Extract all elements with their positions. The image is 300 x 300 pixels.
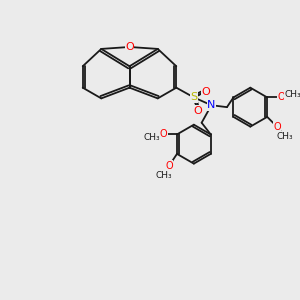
Text: O: O: [165, 160, 173, 171]
Text: CH₃: CH₃: [143, 133, 160, 142]
Text: O: O: [125, 42, 134, 52]
Text: O: O: [273, 122, 281, 132]
Text: O: O: [277, 92, 285, 102]
Text: S: S: [190, 92, 197, 102]
Text: CH₃: CH₃: [284, 90, 300, 99]
Text: N: N: [207, 100, 216, 110]
Text: O: O: [194, 106, 202, 116]
Text: O: O: [201, 87, 210, 97]
Text: CH₃: CH₃: [155, 171, 172, 180]
Text: CH₃: CH₃: [276, 132, 293, 141]
Text: O: O: [160, 129, 167, 140]
